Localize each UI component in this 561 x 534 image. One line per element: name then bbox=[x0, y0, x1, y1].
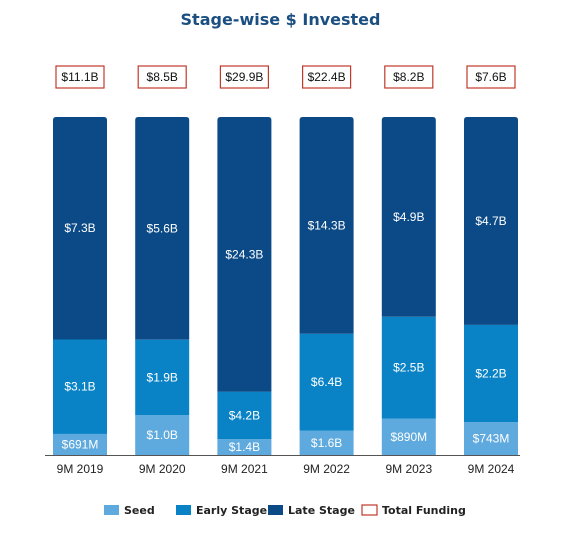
bar-segment-seed-9m-2023 bbox=[381, 418, 436, 455]
bar-segment-late-stage-9m-2021 bbox=[217, 117, 272, 392]
total-label-9m-2021: $29.9B bbox=[225, 70, 263, 84]
x-tick-label-9m-2023: 9M 2023 bbox=[385, 462, 432, 476]
total-box-9m-2022 bbox=[302, 65, 352, 89]
data-label-early-stage-9m-2022: $6.4B bbox=[311, 375, 342, 389]
bar-segment-early-stage-9m-2022 bbox=[299, 333, 354, 431]
data-label-seed-9m-2019: $691M bbox=[62, 437, 99, 451]
data-label-seed-9m-2021: $1.4B bbox=[229, 440, 260, 454]
data-label-late-stage-9m-2020: $5.6B bbox=[147, 221, 178, 235]
data-label-late-stage-9m-2024: $4.7B bbox=[475, 214, 506, 228]
total-label-9m-2022: $22.4B bbox=[308, 70, 346, 84]
chart-title: Stage-wise $ Invested bbox=[180, 10, 381, 29]
bar-segment-late-stage-9m-2024 bbox=[464, 117, 518, 325]
x-tick-label-9m-2024: 9M 2024 bbox=[468, 462, 515, 476]
data-label-seed-9m-2022: $1.6B bbox=[311, 436, 342, 450]
bar-segment-seed-9m-2019 bbox=[53, 433, 107, 455]
x-tick-label-9m-2021: 9M 2021 bbox=[221, 462, 268, 476]
bar-segment-late-stage-9m-2022 bbox=[299, 117, 354, 334]
legend-label-late-stage: Late Stage bbox=[288, 504, 355, 517]
bar-segment-seed-9m-2020 bbox=[135, 415, 190, 455]
legend-swatch-total-funding bbox=[361, 504, 378, 516]
legend-label-total-funding: Total Funding bbox=[382, 504, 466, 517]
total-box-9m-2021 bbox=[219, 65, 269, 89]
total-box-9m-2024 bbox=[466, 65, 516, 89]
data-label-early-stage-9m-2023: $2.5B bbox=[393, 361, 424, 375]
legend-label-seed: Seed bbox=[124, 504, 155, 517]
bar-segment-late-stage-9m-2020 bbox=[135, 117, 190, 340]
bar-segment-late-stage-9m-2019 bbox=[53, 117, 107, 340]
data-label-late-stage-9m-2023: $4.9B bbox=[393, 210, 424, 224]
total-label-9m-2020: $8.5B bbox=[147, 70, 178, 84]
data-label-seed-9m-2020: $1.0B bbox=[147, 428, 178, 442]
legend-label-early-stage: Early Stage bbox=[196, 504, 267, 517]
total-box-9m-2020 bbox=[137, 65, 187, 89]
total-box-9m-2019 bbox=[55, 65, 105, 89]
bar-segment-early-stage-9m-2024 bbox=[464, 324, 518, 423]
x-tick-label-9m-2022: 9M 2022 bbox=[303, 462, 350, 476]
data-label-early-stage-9m-2019: $3.1B bbox=[64, 380, 95, 394]
data-label-early-stage-9m-2024: $2.2B bbox=[475, 366, 506, 380]
bar-segment-seed-9m-2021 bbox=[217, 439, 272, 455]
bar-segment-early-stage-9m-2023 bbox=[381, 316, 436, 419]
total-label-9m-2023: $8.2B bbox=[393, 70, 424, 84]
data-label-late-stage-9m-2022: $14.3B bbox=[308, 218, 346, 232]
data-label-seed-9m-2024: $743M bbox=[473, 432, 510, 446]
data-label-early-stage-9m-2020: $1.9B bbox=[147, 370, 178, 384]
bar-segment-seed-9m-2024 bbox=[464, 422, 518, 455]
total-label-9m-2024: $7.6B bbox=[475, 70, 506, 84]
bar-segment-early-stage-9m-2021 bbox=[217, 391, 272, 440]
data-label-seed-9m-2023: $890M bbox=[390, 430, 427, 444]
bar-segment-seed-9m-2022 bbox=[299, 430, 354, 455]
legend-swatch-late-stage bbox=[268, 505, 283, 515]
total-label-9m-2019: $11.1B bbox=[61, 70, 98, 84]
x-tick-label-9m-2019: 9M 2019 bbox=[57, 462, 104, 476]
x-tick-label-9m-2020: 9M 2020 bbox=[139, 462, 186, 476]
total-box-9m-2023 bbox=[384, 65, 434, 89]
data-label-late-stage-9m-2021: $24.3B bbox=[225, 247, 263, 261]
bar-segment-early-stage-9m-2019 bbox=[53, 339, 107, 434]
legend-swatch-early-stage bbox=[176, 505, 191, 515]
legend-swatch-seed bbox=[104, 505, 119, 515]
data-label-late-stage-9m-2019: $7.3B bbox=[64, 221, 95, 235]
bar-segment-early-stage-9m-2020 bbox=[135, 339, 190, 416]
data-label-early-stage-9m-2021: $4.2B bbox=[229, 408, 260, 422]
bar-segment-late-stage-9m-2023 bbox=[381, 117, 436, 317]
